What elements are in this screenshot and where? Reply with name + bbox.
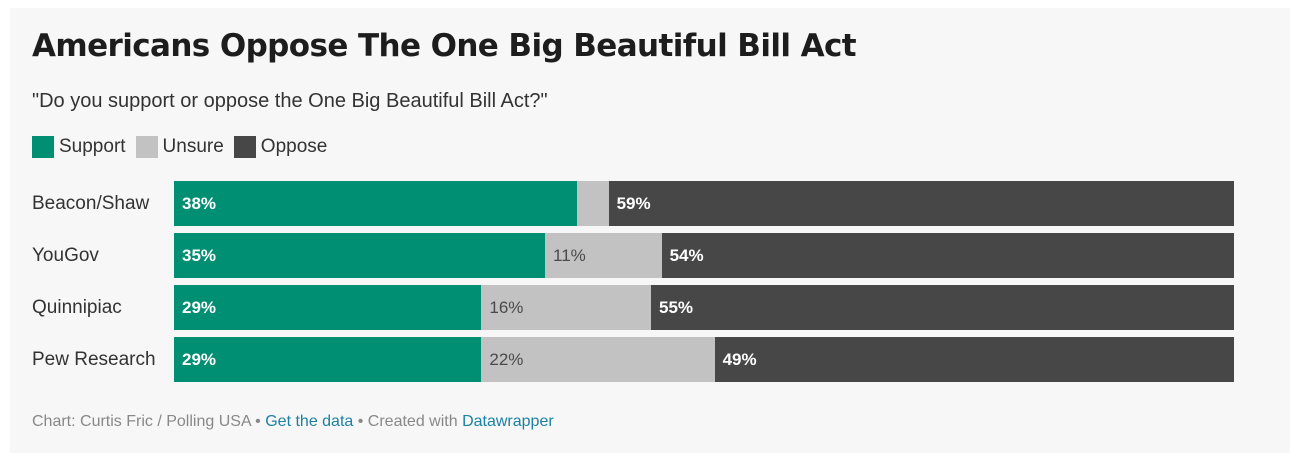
legend-label-support: Support (59, 136, 126, 157)
bar-segment-oppose: 55% (650, 285, 1234, 330)
data-label: 49% (722, 350, 757, 369)
legend-item-support: Support (32, 136, 126, 158)
data-label: 11% (553, 246, 586, 265)
chart-footer: Chart: Curtis Fric / Polling USA • Get t… (32, 413, 554, 431)
stacked-bar: 35% 11% 54% (174, 233, 1234, 278)
category-label: Quinnipiac (32, 297, 122, 318)
bar-segment-unsure: 22% (481, 337, 715, 382)
chart-subtitle: "Do you support or oppose the One Big Be… (32, 90, 548, 112)
data-label: 55% (658, 298, 694, 317)
chart-legend: Support Unsure Oppose (32, 136, 337, 158)
legend-label-unsure: Unsure (162, 136, 224, 157)
bar-segment-oppose: 59% (608, 181, 1234, 226)
get-the-data-link[interactable]: Get the data (265, 413, 354, 430)
bar-segment-unsure: 16% (481, 285, 651, 330)
stacked-bar: 29% 16% 55% (174, 285, 1234, 330)
chart-title: Americans Oppose The One Big Beautiful B… (32, 28, 857, 64)
bar-row: Beacon/Shaw 38% 59% (10, 181, 1290, 226)
footer-source: Chart: Curtis Fric / Polling USA (32, 413, 251, 430)
datawrapper-link[interactable]: Datawrapper (462, 413, 554, 430)
bar-segment-support: 38% (174, 181, 577, 226)
category-label: Pew Research (32, 349, 156, 370)
bar-rows: Beacon/Shaw 38% 59% YouGov 35% 11% 54% Quinnipi… (10, 181, 1290, 389)
data-label: 22% (489, 350, 524, 369)
legend-swatch-oppose (233, 136, 256, 158)
bar-segment-oppose: 49% (714, 337, 1234, 382)
bar-segment-support: 29% (174, 337, 482, 382)
legend-item-unsure: Unsure (135, 136, 224, 158)
footer-created-with: • Created with (353, 413, 463, 430)
data-label: 38% (182, 194, 217, 213)
bar-segment-support: 35% (174, 233, 545, 278)
chart-panel: Americans Oppose The One Big Beautiful B… (10, 8, 1290, 453)
legend-swatch-support (32, 136, 54, 158)
stacked-bar: 38% 59% (174, 181, 1234, 226)
data-label: 16% (489, 298, 524, 317)
bar-segment-unsure: 11% (545, 233, 662, 278)
data-label: 35% (182, 246, 217, 265)
data-label: 59% (616, 194, 651, 213)
bar-row: YouGov 35% 11% 54% (10, 233, 1290, 278)
bar-segment-oppose: 54% (661, 233, 1234, 278)
footer-separator: • (250, 413, 266, 430)
bar-segment-unsure (576, 181, 609, 226)
legend-swatch-unsure (135, 136, 158, 158)
bar-row: Pew Research 29% 22% 49% (10, 337, 1290, 382)
category-label: YouGov (32, 245, 99, 266)
bar-row: Quinnipiac 29% 16% 55% (10, 285, 1290, 330)
bar-segment-support: 29% (174, 285, 482, 330)
data-label: 29% (182, 350, 217, 369)
data-label: 29% (182, 298, 217, 317)
legend-label-oppose: Oppose (260, 136, 328, 157)
category-label: Beacon/Shaw (32, 193, 150, 214)
stacked-bar: 29% 22% 49% (174, 337, 1234, 382)
data-label: 54% (669, 246, 704, 265)
legend-item-oppose: Oppose (233, 136, 328, 158)
